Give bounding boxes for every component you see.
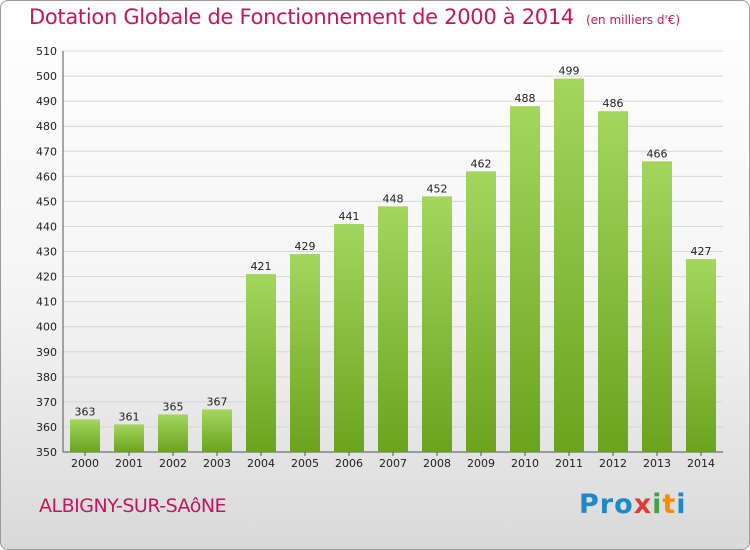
- proxiti-logo: Proxiti: [579, 489, 687, 520]
- bar: [554, 78, 584, 452]
- y-tick-label: 380: [36, 371, 57, 384]
- y-tick-label: 420: [36, 271, 57, 284]
- x-tick-label: 2010: [511, 457, 539, 470]
- bar-value-label: 421: [251, 260, 272, 273]
- location-name: ALBIGNY-SUR-SAôNE: [39, 495, 227, 517]
- bars: [70, 78, 716, 453]
- axes: 350 360 370 380 390 400 410 420 430 440 450 460 470 4…: [36, 45, 723, 470]
- x-tick-label: 2005: [291, 457, 319, 470]
- bar: [290, 254, 320, 452]
- bar-value-label: 367: [207, 395, 228, 408]
- bar: [70, 419, 100, 452]
- logo-letter: o: [614, 489, 634, 520]
- bar: [510, 106, 540, 452]
- y-tick-label: 450: [36, 195, 57, 208]
- y-tick-label: 350: [36, 446, 57, 459]
- y-tick-label: 390: [36, 346, 57, 359]
- bar-value-label: 427: [691, 245, 712, 258]
- x-tick-label: 2001: [115, 457, 143, 470]
- logo-letter: P: [579, 489, 600, 520]
- bar: [378, 206, 408, 452]
- bar-value-label: 429: [295, 240, 316, 253]
- y-tick-label: 470: [36, 145, 57, 158]
- y-tick-label: 490: [36, 95, 57, 108]
- x-tick-label: 2003: [203, 457, 231, 470]
- y-tick-label: 480: [36, 120, 57, 133]
- bar: [686, 259, 716, 452]
- bar: [598, 111, 628, 453]
- x-tick-label: 2006: [335, 457, 363, 470]
- x-tick-label: 2009: [467, 457, 495, 470]
- y-tick-label: 400: [36, 321, 57, 334]
- logo-letter: i: [676, 489, 687, 520]
- x-tick-label: 2000: [71, 457, 99, 470]
- logo-letter: i: [652, 489, 663, 520]
- x-tick-label: 2012: [599, 457, 627, 470]
- bar-value-label: 448: [383, 192, 404, 205]
- value-labels: 363 361 365 367 421 429 441 448 452 462 488 499 486 4…: [75, 65, 712, 424]
- x-tick-label: 2008: [423, 457, 451, 470]
- x-tick-label: 2011: [555, 457, 583, 470]
- bar: [334, 223, 364, 452]
- chart-title-text: Dotation Globale de Fonctionnement de 20…: [29, 5, 574, 29]
- y-tick-label: 500: [36, 70, 57, 83]
- logo-letter: x: [633, 489, 653, 520]
- logo-letter: t: [662, 489, 677, 520]
- bar-value-label: 486: [603, 97, 624, 110]
- x-tick-label: 2014: [687, 457, 715, 470]
- y-tick-label: 440: [36, 220, 57, 233]
- bar: [114, 424, 144, 452]
- y-tick-label: 510: [36, 45, 57, 58]
- y-tick-label: 430: [36, 246, 57, 259]
- y-tick-label: 410: [36, 296, 57, 309]
- bar-value-label: 452: [427, 182, 448, 195]
- bar: [202, 409, 232, 452]
- y-tick-label: 370: [36, 396, 57, 409]
- bar-value-label: 361: [119, 410, 140, 423]
- bar: [158, 414, 188, 452]
- bar: [246, 274, 276, 452]
- chart-title: Dotation Globale de Fonctionnement de 20…: [29, 5, 680, 29]
- bar: [466, 171, 496, 453]
- x-tick-label: 2002: [159, 457, 187, 470]
- bar: [422, 196, 452, 452]
- y-tick-label: 360: [36, 421, 57, 434]
- chart-subtitle: (en milliers d'€): [585, 13, 681, 27]
- bar: [642, 161, 672, 452]
- bar-value-label: 499: [559, 65, 580, 78]
- x-tick-label: 2007: [379, 457, 407, 470]
- bar-value-label: 466: [647, 147, 668, 160]
- x-tick-label: 2013: [643, 457, 671, 470]
- y-tick-label: 460: [36, 170, 57, 183]
- bar-value-label: 363: [75, 405, 96, 418]
- bar-value-label: 441: [339, 210, 360, 223]
- bar-value-label: 462: [471, 157, 492, 170]
- bar-value-label: 488: [515, 92, 536, 105]
- logo-letter: r: [599, 489, 615, 520]
- x-tick-label: 2004: [247, 457, 275, 470]
- bar-value-label: 365: [163, 400, 184, 413]
